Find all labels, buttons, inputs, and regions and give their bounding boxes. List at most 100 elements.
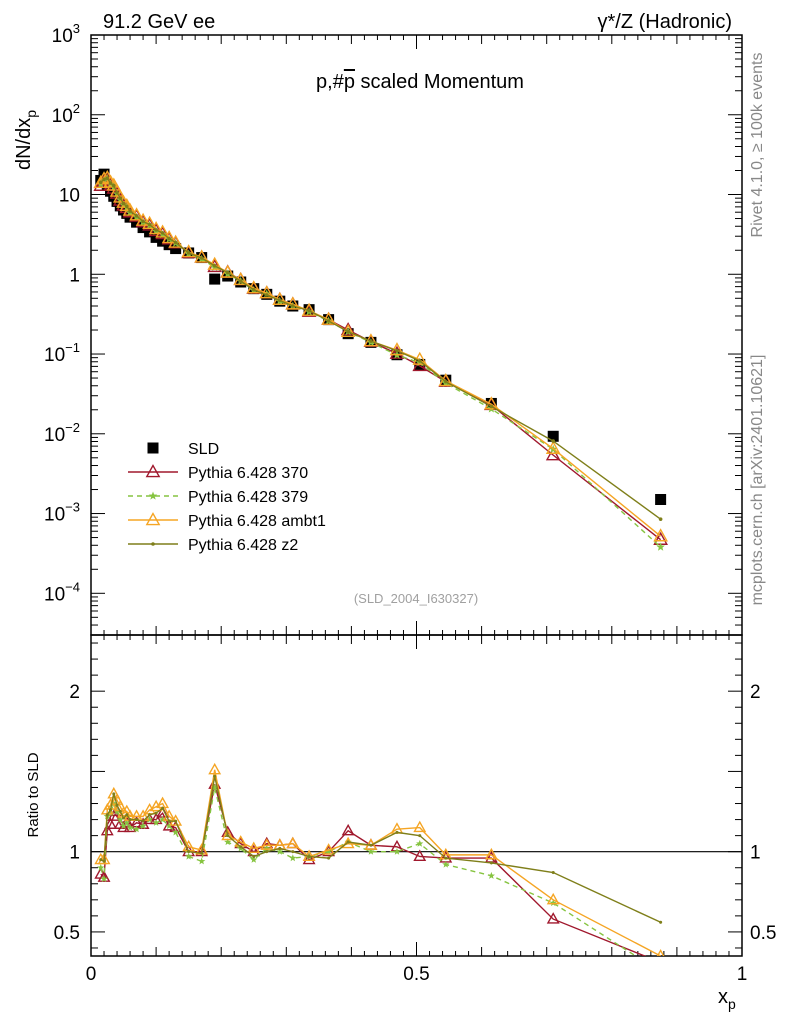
series-line-ambt1	[100, 176, 662, 537]
data-point-dot	[551, 439, 556, 443]
data-point-dot	[134, 214, 139, 218]
ratio-y-tick-label-left: 2	[69, 682, 80, 703]
data-point-star	[211, 783, 219, 791]
data-point-dot	[395, 830, 399, 834]
data-point-dot	[327, 856, 331, 860]
main-y-tick-label: 10−2	[44, 420, 80, 446]
data-point-dot	[105, 176, 110, 181]
data-point-triangle	[413, 849, 427, 862]
data-point-dot	[128, 818, 132, 822]
data-point-star	[198, 857, 206, 865]
legend-item-z2: Pythia 6.428 z2	[128, 537, 298, 554]
data-point-dot	[187, 850, 191, 854]
series-p370	[94, 777, 661, 956]
data-point-dot	[251, 287, 256, 292]
data-point-triangle	[286, 836, 300, 849]
data-point-star	[549, 899, 557, 907]
data-point-triangle	[260, 838, 274, 850]
data-point-triangle	[221, 828, 235, 841]
tick-base: 10	[44, 505, 65, 526]
data-point-dot	[443, 379, 448, 384]
data-point-star	[116, 815, 124, 823]
ratio-y-tick-label-right: 1	[750, 843, 761, 864]
data-point-star	[97, 863, 105, 871]
legend-label: Pythia 6.428 ambt1	[188, 513, 326, 530]
legend: SLD Pythia 6.428 370 Pythia 6.428 379 Pythi…	[128, 441, 326, 554]
data-point-dot	[307, 854, 311, 859]
data-point-square	[163, 239, 175, 251]
series-p370	[93, 172, 668, 545]
data-point-triangle	[145, 464, 161, 478]
data-point-dot	[489, 404, 494, 409]
data-point-triangle	[660, 955, 661, 956]
data-point-square	[131, 216, 143, 228]
x-tick-label: 1	[737, 964, 748, 985]
data-point-triangle	[285, 296, 301, 310]
data-point-dot	[173, 240, 178, 245]
data-point-star	[250, 855, 258, 863]
ratio-ticks	[90, 635, 743, 956]
data-point-dot	[128, 209, 132, 213]
data-point-dot	[489, 861, 493, 865]
data-point-dot	[291, 304, 295, 308]
x-axis-label-text: x	[718, 986, 728, 1008]
data-point-dot	[418, 834, 422, 838]
data-point-star	[324, 847, 333, 855]
data-point-dot	[109, 808, 113, 812]
tick-exponent: −4	[65, 579, 80, 594]
ratio-panel: 2 21 10.5 0.5 0 0.5 1 Ratio to SLD xp	[25, 634, 776, 1012]
data-point-triangle	[412, 351, 428, 365]
data-point-dot	[125, 813, 129, 817]
data-point-triangle	[100, 823, 114, 836]
data-point-dot	[141, 219, 145, 224]
legend-label: Pythia 6.428 379	[188, 489, 308, 506]
data-point-dot	[226, 834, 230, 838]
ratio-x-tick-labels: 0 0.5 1	[86, 964, 748, 985]
title-pbar: p	[344, 71, 355, 93]
ratio-y-axis-label: Ratio to SLD	[25, 752, 42, 837]
data-point-triangle	[156, 796, 170, 809]
data-point-star	[416, 839, 424, 847]
tick-base: 10	[44, 425, 65, 446]
header-energy-label: 91.2 GeV ee	[103, 11, 215, 33]
data-point-dot	[161, 806, 165, 810]
data-point-dot	[658, 517, 663, 521]
tick-exponent: −2	[65, 420, 80, 435]
data-point-square	[547, 430, 559, 442]
data-point-triangle	[103, 174, 118, 188]
data-point-star	[139, 822, 147, 830]
data-point-dot	[278, 846, 282, 850]
data-point-triangle	[653, 528, 668, 542]
data-point-star	[165, 822, 173, 830]
ratio-series	[94, 762, 665, 956]
main-y-axis-label: dN/dxp	[13, 110, 39, 170]
data-point-dot	[239, 845, 243, 849]
data-point-triangle	[122, 202, 138, 216]
data-point-dot	[167, 819, 171, 823]
tick-base: 10	[52, 26, 73, 47]
series-z2	[99, 774, 663, 924]
data-point-triangle	[116, 194, 131, 208]
data-point-triangle	[145, 512, 161, 526]
data-point-star	[487, 871, 495, 879]
tick-base: 1	[69, 265, 80, 286]
data-point-star	[126, 823, 134, 831]
data-point-dot	[102, 177, 106, 182]
main-y-tick-label: 10−1	[44, 340, 80, 366]
data-point-triangle	[546, 912, 560, 924]
data-point-dot	[277, 298, 282, 303]
data-point-star	[119, 822, 128, 830]
data-point-triangle	[195, 844, 209, 857]
data-point-triangle	[168, 234, 183, 248]
main-y-axis-label-sub: p	[23, 110, 39, 118]
data-point-dot	[98, 180, 103, 185]
data-point-star	[132, 825, 141, 833]
data-point-dot	[659, 920, 663, 924]
series-p379	[96, 173, 665, 551]
series-line-p379	[100, 787, 637, 956]
data-point-triangle	[545, 440, 561, 454]
data-point-dot	[160, 231, 165, 235]
ratio-y-tick-label-right: 2	[750, 682, 761, 703]
